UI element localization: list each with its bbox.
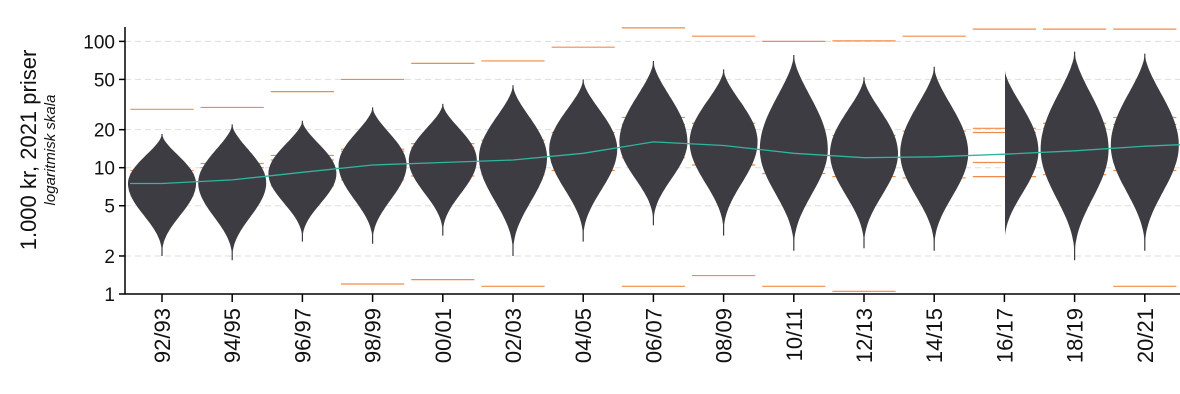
x-tick-label: 10/11 (782, 308, 807, 361)
x-tick-label: 06/07 (641, 308, 666, 363)
x-tick-label: 96/97 (290, 308, 315, 363)
y-tick-label: 100 (83, 32, 115, 53)
violin-02-03 (479, 85, 547, 256)
x-tick-label: 18/19 (1063, 308, 1088, 363)
median-trend (130, 141, 1180, 185)
y-tick-label: 1 (104, 285, 115, 306)
violin-12-13 (830, 77, 898, 249)
violin-96-97 (268, 120, 337, 242)
x-tick-label: 02/03 (501, 308, 526, 363)
x-tick-label: 00/01 (431, 308, 456, 363)
y-tick-label: 50 (94, 70, 115, 91)
y-tick-label: 2 (104, 247, 115, 268)
violin-20-21 (1110, 53, 1179, 251)
y-axis-sublabel: logaritmisk skala (42, 95, 59, 206)
x-tick-label: 98/99 (361, 308, 386, 363)
x-tick-label: 08/09 (712, 308, 737, 363)
y-tick-label: 10 (94, 159, 115, 180)
y-axis-label: 1.000 kr, 2021 priser (16, 50, 41, 251)
x-tick-label: 14/15 (922, 308, 947, 363)
violin-16-17 (1005, 70, 1039, 246)
x-tick-label: 16/17 (992, 308, 1017, 363)
violin-18-19 (1040, 51, 1109, 261)
x-tick-label: 94/95 (220, 308, 245, 363)
x-tick-label: 92/93 (150, 308, 175, 363)
violin-04-05 (549, 79, 618, 242)
violin-00-01 (408, 103, 477, 236)
violin-06-07 (619, 61, 688, 226)
x-tick-label: 04/05 (571, 308, 596, 363)
violin-94-95 (198, 124, 267, 261)
x-ticks: 92/93 94/95 96/97 98/99 00/01 02/03 04/05 06/07… (150, 294, 1158, 363)
y-ticks: 1 2 5 10 20 50 100 (83, 32, 125, 306)
violin-14-15 (900, 66, 969, 251)
violins (128, 51, 1179, 261)
median-trend-line (130, 141, 1180, 185)
y-tick-label: 5 (104, 197, 115, 218)
x-tick-label: 20/21 (1133, 308, 1158, 363)
y-tick-label: 20 (94, 121, 115, 142)
x-tick-label: 12/13 (852, 308, 877, 363)
violin-92-93 (128, 134, 196, 256)
violin-08-09 (689, 69, 758, 236)
violin-98-99 (338, 107, 407, 244)
